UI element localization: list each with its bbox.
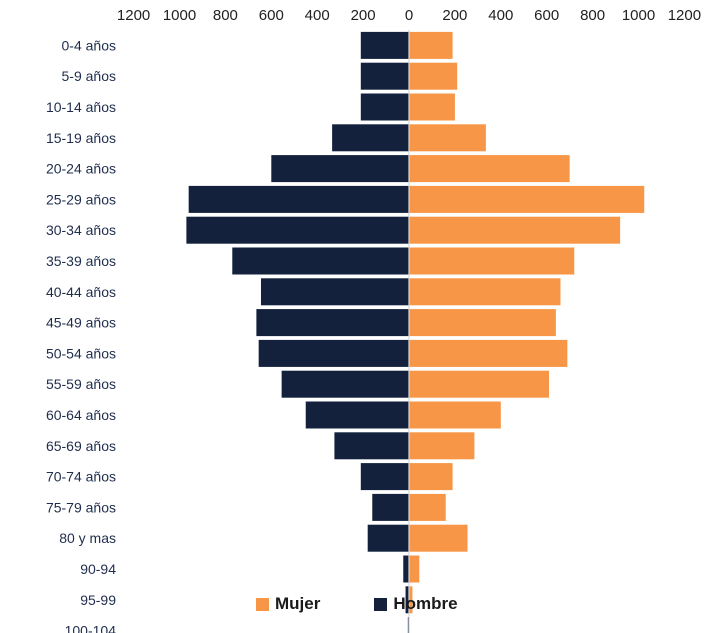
legend-label-mujer: Mujer — [275, 594, 321, 613]
bar-mujer — [409, 339, 568, 367]
x-tick-label: 0 — [405, 7, 413, 24]
legend-swatch-hombre — [374, 597, 388, 611]
bar-hombre — [256, 309, 409, 337]
bar-mujer — [409, 586, 413, 614]
legend-item-mujer: Mujer — [256, 594, 320, 614]
category-label: 60-64 años — [46, 407, 116, 423]
x-tick-label: 800 — [213, 7, 238, 24]
legend-item-hombre: Hombre — [374, 594, 458, 614]
legend: Mujer Hombre — [256, 594, 458, 614]
bar-hombre — [367, 524, 409, 552]
bar-hombre — [334, 432, 409, 460]
category-label: 5-9 años — [62, 68, 116, 84]
bar-hombre — [260, 278, 409, 306]
y-axis-categories: 0-4 años 5-9 años 10-14 años 15-19 años 20-2… — [46, 37, 116, 633]
category-label: 95-99 — [80, 592, 116, 608]
x-tick-label: 600 — [534, 7, 559, 24]
category-label: 30-34 años — [46, 222, 116, 238]
bar-mujer — [409, 62, 458, 90]
bar-mujer — [409, 432, 475, 460]
bar-mujer — [409, 401, 501, 429]
bar-mujer — [409, 216, 621, 244]
bar-mujer — [409, 155, 570, 183]
category-label: 25-29 años — [46, 191, 116, 207]
category-label: 65-69 años — [46, 438, 116, 454]
bar-hombre — [271, 155, 409, 183]
bar-mujer — [409, 555, 420, 583]
x-tick-label: 1000 — [622, 7, 655, 24]
x-tick-label: 1200 — [668, 7, 701, 24]
category-label: 70-74 años — [46, 469, 116, 485]
bar-mujer — [409, 493, 446, 521]
bar-mujer — [409, 247, 575, 275]
bars — [186, 31, 645, 633]
bar-mujer — [409, 524, 468, 552]
category-label: 35-39 años — [46, 253, 116, 269]
category-label: 55-59 años — [46, 376, 116, 392]
bar-hombre — [258, 339, 409, 367]
x-tick-label: 400 — [305, 7, 330, 24]
x-tick-label: 1000 — [163, 7, 196, 24]
bar-hombre — [360, 463, 409, 491]
bar-hombre — [360, 31, 409, 59]
bar-mujer — [409, 278, 561, 306]
category-label: 40-44 años — [46, 284, 116, 300]
bar-hombre — [232, 247, 409, 275]
category-label: 20-24 años — [46, 161, 116, 177]
category-label: 80 y mas — [59, 530, 116, 546]
bar-mujer — [409, 463, 453, 491]
bar-mujer — [409, 185, 645, 213]
category-label: 15-19 años — [46, 130, 116, 146]
category-label: 10-14 años — [46, 99, 116, 115]
x-tick-label: 1200 — [117, 7, 150, 24]
bar-hombre — [360, 93, 409, 121]
category-label: 100-104 — [65, 623, 117, 633]
x-tick-label: 400 — [488, 7, 513, 24]
category-label: 50-54 años — [46, 345, 116, 361]
category-label: 90-94 — [80, 561, 116, 577]
category-label: 75-79 años — [46, 499, 116, 515]
bar-hombre — [372, 493, 409, 521]
bar-mujer — [409, 309, 556, 337]
bar-hombre — [186, 216, 409, 244]
category-label: 45-49 años — [46, 315, 116, 331]
bar-hombre — [405, 586, 409, 614]
bar-hombre — [188, 185, 409, 213]
bar-hombre — [403, 555, 409, 583]
bar-hombre — [360, 62, 409, 90]
bar-mujer — [409, 93, 455, 121]
x-tick-label: 800 — [580, 7, 605, 24]
bar-hombre — [305, 401, 409, 429]
legend-swatch-mujer — [256, 597, 269, 611]
x-tick-label: 200 — [442, 7, 467, 24]
bar-hombre — [332, 124, 409, 152]
bar-mujer — [409, 370, 549, 398]
bar-mujer — [409, 31, 453, 59]
legend-label-hombre: Hombre — [393, 594, 458, 613]
bar-hombre — [281, 370, 409, 398]
x-tick-label: 600 — [259, 7, 284, 24]
bar-mujer — [409, 124, 486, 152]
x-axis-ticks: 1200 1000 800 600 400 200 0 200 400 600 800 1000 120… — [117, 7, 701, 24]
category-label: 0-4 años — [62, 37, 116, 53]
x-tick-label: 200 — [351, 7, 376, 24]
